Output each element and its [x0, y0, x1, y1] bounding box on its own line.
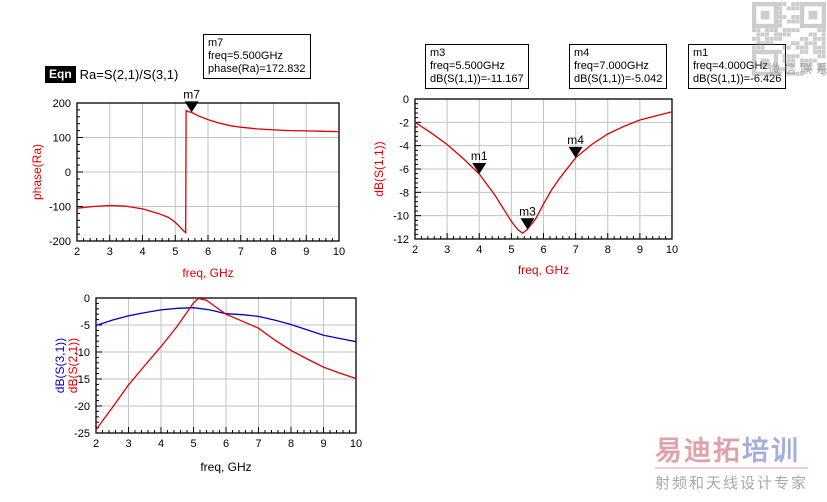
- brand-logo-text: 易迪拓培训: [655, 436, 809, 469]
- brand-watermark: 易迪拓培训 射频和天线设计专家: [655, 436, 809, 493]
- marker-label-m7: m7: [183, 87, 200, 101]
- marker-freq: freq=7.000GHz: [574, 60, 649, 72]
- marker-readout-m7[interactable]: m7 freq=5.500GHz phase(Ra)=172.832: [203, 34, 311, 79]
- svg-text:freq, GHz: freq, GHz: [518, 263, 569, 277]
- svg-text:-200: -200: [49, 236, 71, 248]
- svg-text:9: 9: [637, 244, 643, 256]
- marker-readout-m4[interactable]: m4 freq=7.000GHz dB(S(1,1))=-5.042: [569, 44, 668, 89]
- svg-text:-10: -10: [393, 211, 409, 223]
- svg-text:phase(Ra): phase(Ra): [30, 144, 44, 200]
- marker-triangle-m1: [472, 162, 487, 174]
- marker-freq: freq=5.500GHz: [430, 60, 505, 72]
- svg-text:3: 3: [125, 438, 131, 450]
- svg-text:9: 9: [320, 438, 326, 450]
- svg-text:0: 0: [84, 293, 90, 305]
- equation-row: Eqn Ra=S(2,1)/S(3,1): [45, 66, 178, 83]
- svg-text:freq, GHz: freq, GHz: [200, 460, 251, 474]
- equation-text: Ra=S(2,1)/S(3,1): [79, 67, 179, 82]
- svg-text:8: 8: [270, 246, 276, 258]
- marker-readout-m3[interactable]: m3 freq=5.500GHz dB(S(1,1))=-11.167: [425, 44, 529, 89]
- svg-text:2: 2: [74, 246, 80, 258]
- marker-value: phase(Ra)=172.832: [208, 63, 306, 75]
- marker-label-m4: m4: [567, 133, 584, 147]
- svg-text:dB(S(3,1)): dB(S(3,1)): [53, 338, 67, 393]
- svg-text:-15: -15: [74, 374, 90, 386]
- brand-tagline: 射频和天线设计专家: [655, 475, 809, 492]
- svg-text:10: 10: [350, 438, 362, 450]
- qr-code-watermark-icon: [752, 2, 826, 76]
- svg-text:4: 4: [158, 438, 164, 450]
- svg-text:9: 9: [303, 246, 309, 258]
- svg-text:5: 5: [172, 246, 178, 258]
- svg-text:8: 8: [288, 438, 294, 450]
- svg-text:-10: -10: [74, 347, 90, 359]
- marker-value: dB(S(1,1))=-5.042: [574, 73, 663, 85]
- svg-text:3: 3: [444, 244, 450, 256]
- svg-text:-2: -2: [399, 117, 409, 129]
- svg-text:7: 7: [238, 246, 244, 258]
- svg-text:-100: -100: [49, 202, 71, 214]
- svg-text:0: 0: [65, 167, 71, 179]
- marker-label-m3: m3: [519, 204, 536, 218]
- marker-label-m1: m1: [471, 149, 488, 163]
- svg-text:5: 5: [190, 438, 196, 450]
- svg-text:-6: -6: [399, 164, 409, 176]
- svg-text:-20: -20: [74, 401, 90, 413]
- svg-text:7: 7: [573, 244, 579, 256]
- svg-text:-4: -4: [399, 141, 409, 153]
- svg-text:10: 10: [666, 244, 678, 256]
- svg-text:6: 6: [540, 244, 546, 256]
- marker-name: m3: [430, 47, 446, 59]
- svg-text:4: 4: [476, 244, 482, 256]
- marker-name: m7: [208, 37, 224, 49]
- svg-text:10: 10: [333, 246, 345, 258]
- marker-triangle-m4: [568, 146, 583, 158]
- svg-text:6: 6: [205, 246, 211, 258]
- svg-text:2: 2: [412, 244, 418, 256]
- svg-text:-8: -8: [399, 187, 409, 199]
- svg-text:dB(S(1,1)): dB(S(1,1)): [372, 141, 386, 196]
- marker-triangle-m7: [184, 101, 199, 113]
- svg-text:0: 0: [403, 94, 409, 106]
- svg-text:8: 8: [605, 244, 611, 256]
- marker-freq: freq=5.500GHz: [208, 50, 283, 62]
- brand-blue-text: 培训: [742, 436, 800, 466]
- eqn-badge: Eqn: [45, 66, 76, 83]
- svg-text:100: 100: [53, 133, 71, 145]
- svg-text:6: 6: [223, 438, 229, 450]
- svg-text:-25: -25: [74, 428, 90, 440]
- marker-triangle-m3: [520, 218, 535, 230]
- svg-text:4: 4: [139, 246, 145, 258]
- svg-text:7: 7: [255, 438, 261, 450]
- svg-text:freq, GHz: freq, GHz: [182, 266, 233, 280]
- qr-caption: 微信联系: [768, 62, 827, 76]
- marker-value: dB(S(1,1))=-11.167: [430, 73, 524, 85]
- svg-text:dB(S(2,1)): dB(S(2,1)): [66, 338, 80, 393]
- svg-text:200: 200: [53, 98, 71, 110]
- svg-text:-5: -5: [80, 320, 90, 332]
- brand-pink-text: 易迪拓: [655, 436, 742, 466]
- svg-text:-12: -12: [393, 234, 409, 246]
- svg-text:3: 3: [107, 246, 113, 258]
- svg-text:2: 2: [93, 438, 99, 450]
- svg-text:5: 5: [508, 244, 514, 256]
- marker-name: m4: [574, 47, 590, 59]
